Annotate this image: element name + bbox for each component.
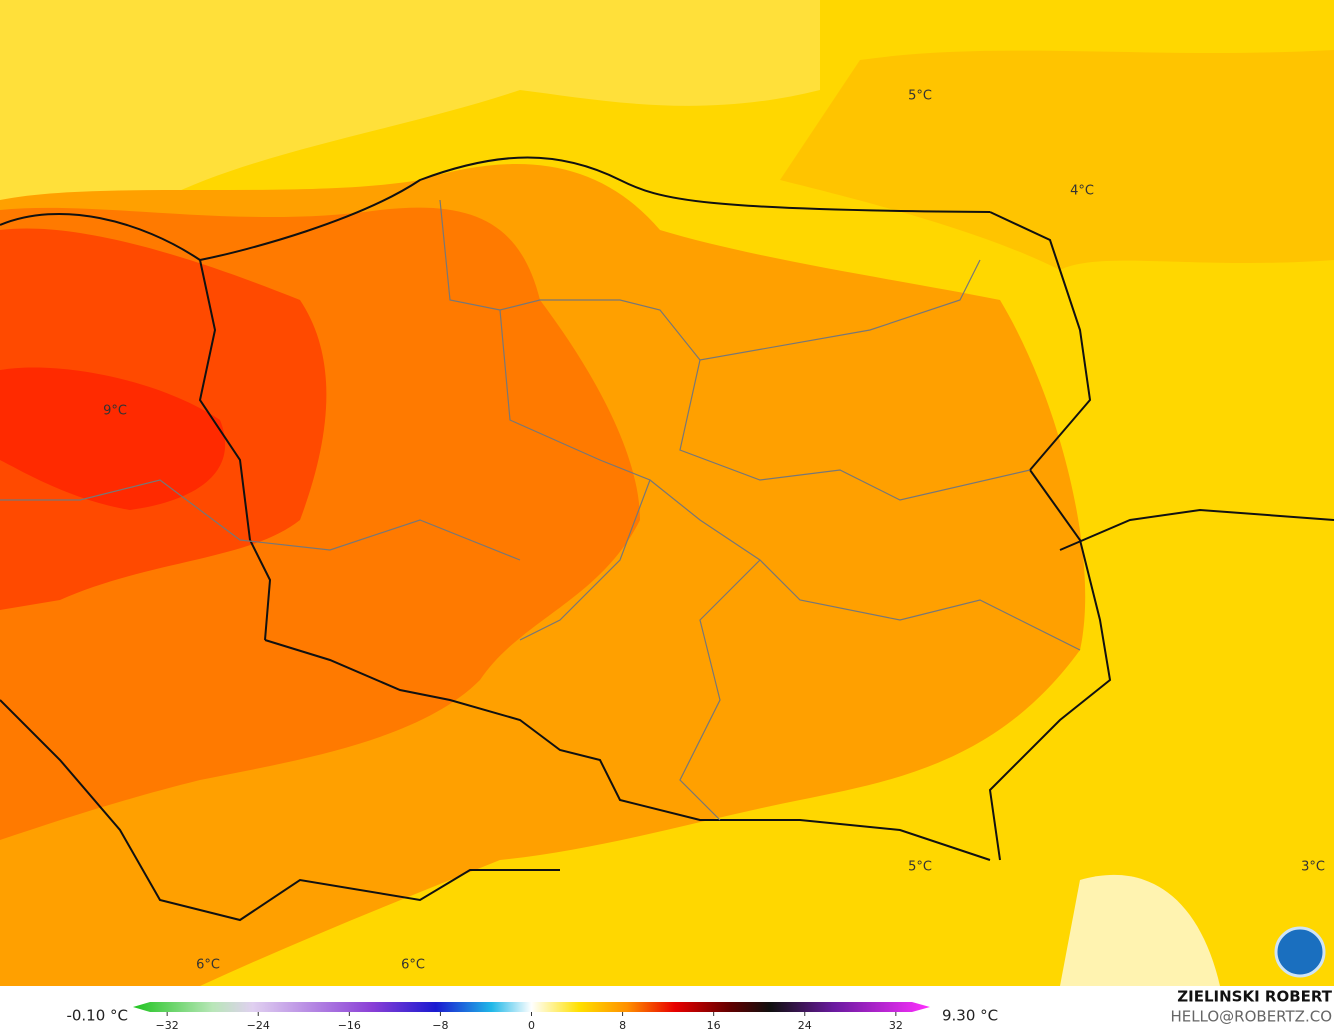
tick-label: 24 <box>798 1019 812 1032</box>
noaa-logo <box>1274 926 1326 978</box>
cold-pocket <box>1060 874 1220 986</box>
tick-label: 32 <box>889 1019 903 1032</box>
min-value: -0.10 °C <box>66 1007 128 1025</box>
tick-label: −24 <box>247 1019 270 1032</box>
region-borders <box>0 199 1081 821</box>
peak-region <box>0 367 226 510</box>
temperature-label: 5°C <box>908 860 932 875</box>
cool-sea-region <box>0 0 820 220</box>
tick-label: 16 <box>707 1019 721 1032</box>
tick-label: −32 <box>156 1019 179 1032</box>
author-email: HELLO@ROBERTZ.CO <box>1170 1008 1332 1026</box>
temperature-labels: 5°C 4°C 9°C 5°C 3°C 6°C 6°C <box>103 89 1325 973</box>
color-scale <box>133 1002 930 1012</box>
temperature-label: 9°C <box>103 404 127 419</box>
map: 5°C 4°C 9°C 5°C 3°C 6°C 6°C <box>0 0 1334 986</box>
tick-label: 0 <box>528 1019 535 1032</box>
temperature-label: 6°C <box>196 958 220 973</box>
tick-label: 8 <box>619 1019 626 1032</box>
mild-region <box>780 50 1334 270</box>
tick-label: −16 <box>338 1019 361 1032</box>
colorbar: -0.10 °C 9.30 °C −32 −24 −16 −8 0 8 16 24 32 <box>66 1002 998 1032</box>
country-borders <box>0 156 1334 922</box>
temperature-label: 4°C <box>1070 184 1094 199</box>
tick-label: −8 <box>432 1019 448 1032</box>
author-name: ZIELINSKI ROBERT <box>1177 988 1332 1006</box>
temperature-label: 3°C <box>1301 860 1325 875</box>
temperature-label: 5°C <box>908 89 932 104</box>
max-value: 9.30 °C <box>942 1007 998 1025</box>
temperature-label: 6°C <box>401 958 425 973</box>
